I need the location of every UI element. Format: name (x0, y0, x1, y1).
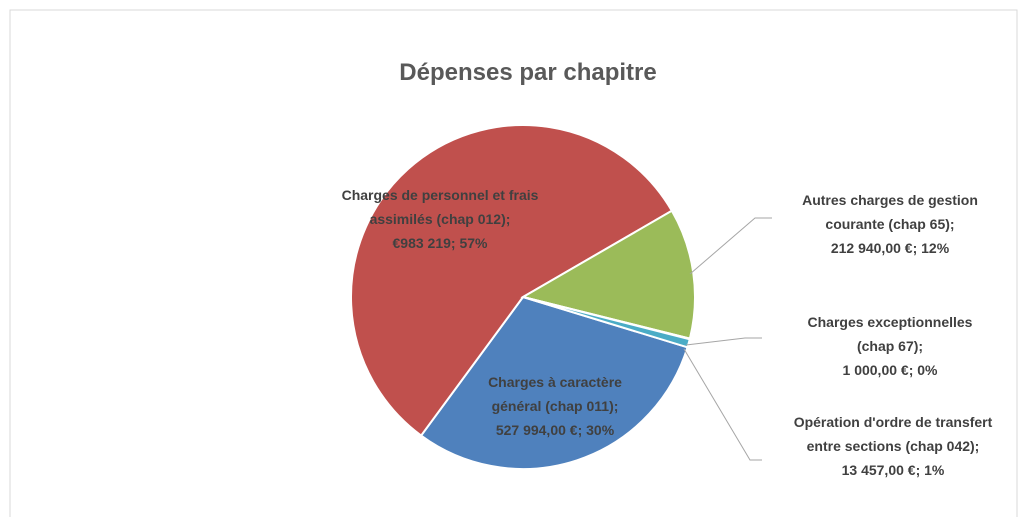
label-name: Charges exceptionnelles (chap 67); (807, 314, 973, 354)
label-percent: ; 0% (908, 362, 938, 378)
chart-title: Dépenses par chapitre (399, 59, 656, 86)
label-percent: ; 12% (912, 240, 950, 256)
pie-slice (350, 124, 674, 437)
leader-line (689, 217, 772, 275)
label-value: 1 000,00 € (842, 362, 909, 378)
data-label: Charges de personnel et frais assimilés … (310, 183, 570, 255)
data-label: Autres charges de gestion courante (chap… (785, 188, 995, 260)
label-value-line: 527 994,00 €; 30% (470, 418, 640, 442)
label-value-line: 212 940,00 €; 12% (785, 236, 995, 260)
data-label: Opération d'ordre de transfert entre sec… (780, 410, 1006, 482)
label-percent: ; 30% (577, 422, 615, 438)
label-name: Autres charges de gestion courante (chap… (802, 192, 978, 232)
label-percent: ; 57% (450, 235, 488, 251)
data-label: Charges à caractère général (chap 011); 5… (470, 370, 640, 442)
pie-slice (520, 209, 696, 340)
data-label: Charges exceptionnelles (chap 67); 1 000,… (798, 310, 983, 382)
pie-slice (522, 296, 691, 349)
label-value: 13 457,00 € (841, 462, 916, 478)
label-percent: ; 1% (915, 462, 945, 478)
label-value: €983 219 (392, 235, 451, 251)
leader-line (683, 348, 762, 461)
label-value-line: 1 000,00 €; 0% (798, 358, 983, 382)
leader-line (685, 337, 762, 346)
label-name: Charges à caractère général (chap 011); (488, 374, 622, 414)
label-value: 212 940,00 € (830, 240, 913, 256)
label-name: Charges de personnel et frais assimilés … (341, 187, 539, 227)
label-value-line: €983 219; 57% (310, 231, 570, 255)
label-value-line: 13 457,00 €; 1% (780, 458, 1006, 482)
pie-slice (419, 295, 689, 470)
label-name: Opération d'ordre de transfert entre sec… (793, 414, 993, 454)
label-value: 527 994,00 € (495, 422, 578, 438)
